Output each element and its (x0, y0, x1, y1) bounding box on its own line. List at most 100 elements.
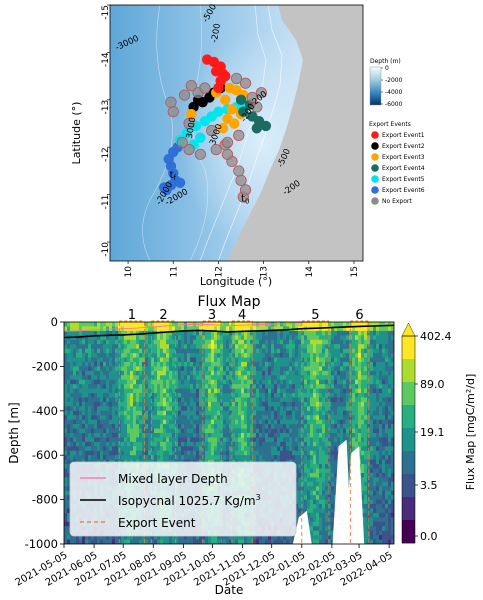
flux-cell (340, 393, 344, 398)
flux-cell (274, 335, 278, 341)
flux-cell (337, 344, 341, 350)
flux-cell (262, 366, 266, 372)
flux-cell (268, 397, 272, 403)
flux-cell (313, 526, 317, 532)
flux-cell (304, 353, 308, 358)
flux-cell (259, 455, 263, 461)
flux-cell (346, 406, 350, 412)
flux-cell (70, 401, 74, 407)
flux-cell (160, 384, 164, 389)
flux-cell (334, 326, 338, 332)
flux-cell (133, 330, 137, 336)
flux-cell (160, 353, 164, 358)
flux-cell (274, 370, 278, 376)
flux-cell (346, 384, 350, 389)
flux-cell (190, 366, 194, 372)
flux-cell (64, 433, 68, 438)
flux-cell (262, 428, 266, 434)
flux-cell (313, 464, 317, 469)
flux-cell (223, 330, 227, 336)
flux-cell (322, 397, 326, 403)
flux-cell (187, 450, 191, 456)
flux-cell (226, 330, 230, 336)
flux-cell (313, 512, 317, 518)
flux-cell (277, 441, 281, 447)
flux-cell (175, 375, 179, 381)
flux-cell (223, 455, 227, 461)
flux-cell (319, 433, 323, 438)
flux-cell (214, 539, 218, 544)
flux-cell (88, 415, 92, 421)
flux-cell (130, 397, 134, 403)
flux-cell (139, 393, 143, 398)
flux-cell (334, 446, 338, 452)
flux-cell (187, 424, 191, 429)
flux-cell (235, 424, 239, 429)
flux-cell (331, 437, 335, 443)
flux-cell (175, 419, 179, 425)
flux-cell (91, 410, 95, 416)
flux-cell (277, 326, 281, 332)
map-ytick-label: -13 (101, 100, 111, 115)
flux-cell (103, 384, 107, 389)
flux-cell (76, 539, 80, 544)
flux-cell (283, 339, 287, 345)
flux-cell (307, 424, 311, 429)
flux-cell (301, 397, 305, 403)
flux-cell (85, 393, 89, 398)
flux-cell (289, 370, 293, 376)
flux-cell (274, 353, 278, 358)
flux-cell (259, 344, 263, 350)
flux-cell (250, 388, 254, 394)
flux-cell (193, 370, 197, 376)
flux-cell (229, 455, 233, 461)
flux-cell (64, 406, 68, 412)
flux-cell (196, 366, 200, 372)
flux-cell (184, 388, 188, 394)
flux-cell (211, 366, 215, 372)
flux-cell (232, 410, 236, 416)
flux-cell (265, 424, 269, 429)
flux-cell (160, 406, 164, 412)
flux-cell (280, 415, 284, 421)
flux-cell (289, 455, 293, 461)
map-point-no-export (233, 165, 245, 177)
flux-cell (70, 459, 74, 465)
flux-cell (256, 348, 260, 354)
flux-cell (115, 539, 119, 544)
flux-cell (184, 330, 188, 336)
flux-cell (289, 401, 293, 407)
flux-cell (91, 326, 95, 332)
flux-cell (181, 370, 185, 376)
flux-cell (103, 375, 107, 381)
flux-cell (136, 539, 140, 544)
flux-cell (208, 357, 212, 363)
flux-cell (289, 361, 293, 367)
flux-cell (313, 437, 317, 443)
flux-cell (304, 361, 308, 367)
flux-cell (79, 326, 83, 332)
flux-cell (79, 322, 83, 327)
flux-cell (307, 437, 311, 443)
flux-cell (193, 455, 197, 461)
flux-cell (70, 357, 74, 363)
flux-cell (250, 401, 254, 407)
flux-cell (247, 322, 251, 327)
depth-colorbar: Depth (m) 0-2000-4000-6000 (369, 58, 403, 108)
flux-cell (100, 339, 104, 345)
flux-cell (181, 379, 185, 385)
flux-cell (283, 353, 287, 358)
flux-cell (187, 353, 191, 358)
flux-cell (97, 428, 101, 434)
flux-cell (322, 499, 326, 505)
flux-cell (334, 379, 338, 385)
flux-cell (241, 322, 245, 327)
flux-cell (109, 379, 113, 385)
flux-cell (100, 535, 104, 540)
flux-cell (316, 410, 320, 416)
flux-cell (256, 428, 260, 434)
flux-cell (175, 384, 179, 389)
flux-cell (85, 450, 89, 456)
flux-cell (328, 521, 332, 527)
flux-cell (169, 393, 173, 398)
